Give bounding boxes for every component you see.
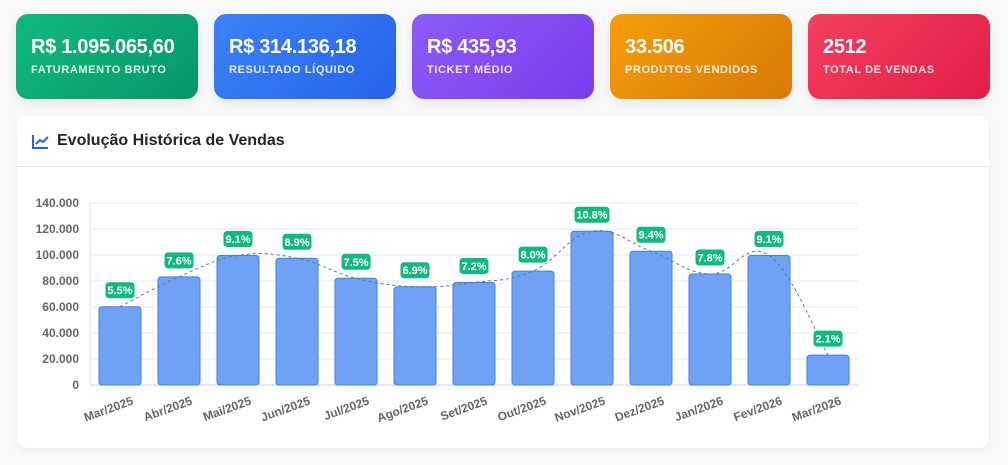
data-label: 9.4% (635, 225, 667, 244)
data-label-text: 6.9% (402, 265, 427, 277)
x-tick-label: Mar/2026 (790, 394, 843, 425)
kpi-label: RESULTADO LÍQUIDO (229, 64, 355, 76)
panel-title: Evolução Histórica de Vendas (57, 132, 285, 149)
x-tick-label: Mai/2025 (201, 394, 253, 424)
kpi-value: R$ 1.095.065,60 (31, 36, 175, 58)
kpi-label: FATURAMENTO BRUTO (31, 64, 167, 76)
data-label-text: 5.5% (107, 285, 132, 297)
y-tick-label: 60.000 (42, 300, 79, 314)
x-tick-label: Jan/2026 (673, 394, 726, 425)
x-tick-label: Out/2025 (496, 394, 549, 425)
y-tick-label: 20.000 (42, 352, 79, 366)
kpi-value: 2512 (823, 36, 867, 58)
data-label: 8.9% (281, 232, 313, 251)
x-tick-label: Mar/2025 (82, 394, 135, 425)
kpi-label: PRODUTOS VENDIDOS (625, 64, 758, 76)
kpi-value: R$ 435,93 (427, 36, 517, 58)
y-tick-label: 80.000 (42, 274, 79, 288)
x-tick-label: Fev/2026 (732, 394, 785, 425)
sales-bar-chart: 0 20.000 40.000 60.000 80.000 100.000 120.000 1… (36, 196, 858, 426)
data-label-text: 9.1% (225, 234, 250, 246)
kpi-card: R$ 314.136,18 RESULTADO LÍQUIDO (214, 14, 396, 99)
data-label-text: 8.0% (520, 250, 545, 262)
kpi-label: TOTAL DE VENDAS (823, 64, 935, 76)
data-label-text: 9.4% (638, 230, 663, 242)
data-label-text: 7.2% (461, 261, 486, 273)
sales-history-panel: Evolução Histórica de Vendas 0 20.000 40.0… (17, 116, 989, 448)
x-tick-label: Jul/2025 (322, 394, 372, 423)
data-label: 9.1% (753, 230, 785, 249)
bar[interactable] (688, 273, 732, 386)
data-label: 7.8% (694, 248, 726, 267)
panel-header: Evolução Histórica de Vendas (17, 116, 989, 167)
data-label-text: 7.5% (343, 257, 368, 269)
kpi-card: R$ 1.095.065,60 FATURAMENTO BRUTO (16, 14, 198, 99)
data-label-text: 10.8% (576, 210, 607, 222)
data-label-text: 7.8% (697, 252, 722, 264)
kpi-value: R$ 314.136,18 (229, 36, 357, 58)
bar[interactable] (629, 250, 673, 386)
data-label-text: 7.6% (166, 255, 191, 267)
chart-line-icon (32, 134, 49, 149)
y-tick-label: 120.000 (36, 222, 80, 236)
data-label-text: 9.1% (756, 234, 781, 246)
data-label: 9.1% (222, 230, 254, 249)
data-label: 8.0% (517, 245, 549, 264)
data-label: 2.1% (812, 329, 844, 348)
bar[interactable] (393, 286, 437, 386)
bar[interactable] (452, 282, 496, 386)
bar[interactable] (216, 255, 260, 386)
kpi-label: TICKET MÉDIO (427, 64, 514, 76)
bar[interactable] (275, 257, 319, 386)
data-label-text: 2.1% (815, 334, 840, 346)
x-tick-label: Dez/2025 (613, 394, 666, 425)
kpi-card: 33.506 PRODUTOS VENDIDOS (610, 14, 792, 99)
x-tick-label: Jun/2025 (259, 394, 312, 425)
data-label: 7.5% (340, 252, 372, 271)
bar[interactable] (806, 354, 850, 386)
kpi-card: R$ 435,93 TICKET MÉDIO (412, 14, 594, 99)
bar[interactable] (747, 255, 791, 386)
kpi-value: 33.506 (625, 36, 685, 58)
bar[interactable] (570, 230, 614, 386)
data-label: 5.5% (104, 281, 136, 300)
bar[interactable] (157, 276, 201, 386)
x-tick-label: Abr/2025 (142, 394, 195, 425)
data-label: 10.8% (573, 205, 611, 224)
x-tick-label: Set/2025 (438, 394, 489, 424)
y-tick-label: 100.000 (36, 248, 80, 262)
bar[interactable] (98, 306, 142, 386)
y-tick-label: 40.000 (42, 326, 79, 340)
y-tick-label: 0 (72, 378, 79, 392)
kpi-card: 2512 TOTAL DE VENDAS (808, 14, 990, 99)
x-tick-label: Ago/2025 (375, 394, 430, 426)
bar[interactable] (334, 277, 378, 386)
data-label-text: 8.9% (284, 237, 309, 249)
data-label: 7.6% (163, 251, 195, 270)
data-label: 6.9% (399, 261, 431, 280)
data-label: 7.2% (458, 257, 490, 276)
bar[interactable] (511, 270, 555, 386)
x-tick-label: Nov/2025 (553, 394, 608, 425)
y-tick-label: 140.000 (36, 196, 80, 210)
